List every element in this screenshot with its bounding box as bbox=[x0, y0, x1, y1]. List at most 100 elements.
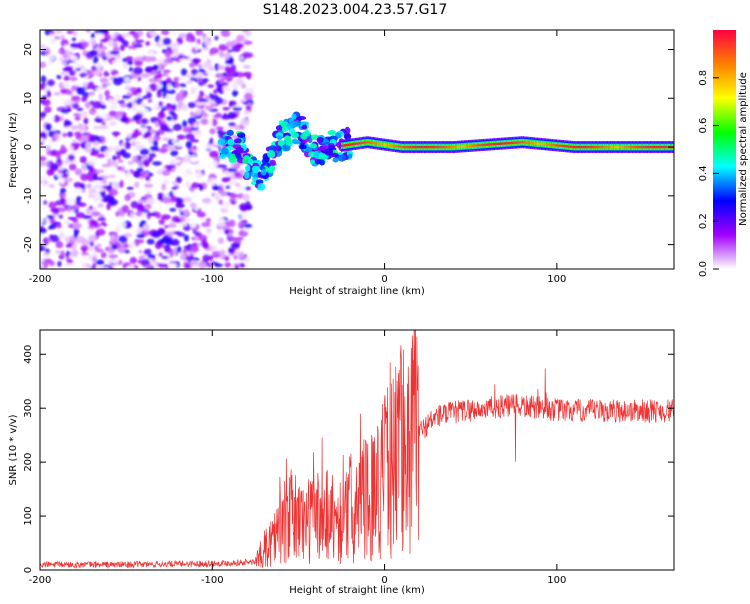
heat-cell-687 bbox=[73, 232, 79, 239]
snr-y-tick-label-1: 100 bbox=[23, 507, 34, 526]
heat-cell-1732 bbox=[277, 135, 283, 141]
heat-cell-2519 bbox=[549, 143, 551, 146]
heat-cell-2544 bbox=[556, 144, 558, 147]
heat-cell-1056 bbox=[189, 157, 199, 164]
heat-cell-1258 bbox=[93, 77, 100, 84]
heat-cell-496 bbox=[110, 174, 116, 179]
heat-cell-1959 bbox=[394, 144, 397, 148]
heat-cell-2809 bbox=[629, 145, 631, 149]
heat-cell-145 bbox=[167, 176, 176, 181]
spectrogram-x-tick-label-3: 100 bbox=[547, 274, 566, 285]
heat-cell-2104 bbox=[434, 145, 437, 149]
heat-cell-810 bbox=[60, 34, 65, 41]
heat-cell-1498 bbox=[103, 194, 113, 203]
heat-cell-2919 bbox=[659, 145, 661, 149]
heat-cell-2769 bbox=[618, 145, 620, 149]
heat-cell-277 bbox=[40, 141, 44, 146]
heat-cell-2079 bbox=[427, 145, 430, 149]
heat-cell-1405 bbox=[109, 234, 116, 242]
heat-cell-398 bbox=[68, 69, 77, 76]
heat-cell-2144 bbox=[445, 145, 448, 149]
heat-cell-710 bbox=[142, 95, 148, 100]
heat-cell-1419 bbox=[143, 160, 150, 167]
heat-cell-1180 bbox=[126, 101, 133, 109]
heat-cell-1969 bbox=[397, 145, 399, 148]
spectrogram-y-tick-label-3: 10 bbox=[23, 92, 34, 105]
heat-cell-664 bbox=[99, 228, 105, 235]
heat-cell-1304 bbox=[228, 122, 236, 127]
heat-cell-187 bbox=[180, 191, 190, 199]
heat-cell-1692 bbox=[309, 143, 318, 149]
heat-cell-1469 bbox=[183, 208, 190, 217]
heat-cell-965 bbox=[97, 86, 107, 90]
heat-cell-2289 bbox=[485, 143, 488, 146]
heat-cell-1459 bbox=[230, 64, 237, 73]
heat-cell-1479 bbox=[81, 239, 90, 246]
heat-cell-2819 bbox=[631, 145, 634, 149]
heat-cell-1025 bbox=[74, 131, 82, 137]
heat-cell-1173 bbox=[227, 253, 232, 257]
heat-cell-1079 bbox=[214, 195, 221, 201]
heat-cell-747 bbox=[40, 111, 47, 118]
heat-cell-1147 bbox=[233, 193, 242, 200]
heat-cell-1158 bbox=[124, 76, 131, 84]
heat-cell-1161 bbox=[207, 118, 213, 127]
heat-cell-1904 bbox=[379, 142, 381, 146]
heat-cell-2044 bbox=[418, 145, 420, 149]
heat-cell-682 bbox=[62, 112, 71, 119]
heat-cell-1074 bbox=[126, 169, 131, 178]
heat-cell-1409 bbox=[63, 44, 68, 51]
heat-cell-2319 bbox=[493, 142, 496, 146]
heat-cell-2849 bbox=[640, 145, 642, 149]
heat-cell-1199 bbox=[91, 255, 98, 263]
heat-cell-2824 bbox=[633, 145, 635, 149]
heat-cell-1190 bbox=[230, 113, 236, 119]
heat-cell-383 bbox=[235, 78, 245, 86]
heat-cell-1075 bbox=[189, 62, 195, 68]
heat-cell-364 bbox=[117, 99, 126, 105]
heat-cell-2299 bbox=[488, 143, 490, 146]
heat-cell-329 bbox=[193, 86, 201, 90]
heat-cell-1362 bbox=[56, 150, 66, 155]
heat-cell-1270 bbox=[83, 134, 90, 142]
heat-cell-830 bbox=[205, 144, 214, 150]
heat-cell-2224 bbox=[467, 144, 470, 148]
heat-cell-1086 bbox=[227, 235, 235, 242]
heat-cell-1311 bbox=[89, 49, 99, 56]
heat-cell-1394 bbox=[175, 178, 182, 182]
heat-cell-1163 bbox=[134, 113, 143, 120]
heat-cell-984 bbox=[239, 118, 250, 126]
heat-cell-912 bbox=[161, 72, 169, 77]
heat-cell-402 bbox=[244, 52, 254, 58]
heat-cell-11 bbox=[79, 156, 87, 164]
snr-x-axis: -200 -100 0 100 bbox=[29, 330, 566, 586]
heat-cell-948 bbox=[69, 76, 78, 82]
heat-cell-587 bbox=[230, 265, 236, 269]
spectrogram-carrier-band bbox=[340, 136, 674, 154]
snr-y-tick-label-3: 300 bbox=[23, 399, 34, 418]
heat-cell-1250 bbox=[95, 32, 105, 38]
heat-cell-556 bbox=[209, 128, 216, 135]
heat-cell-970 bbox=[80, 183, 86, 190]
heat-cell-2624 bbox=[578, 145, 580, 149]
heat-cell-1756 bbox=[328, 145, 336, 150]
heat-cell-1272 bbox=[205, 69, 215, 75]
heat-cell-448 bbox=[87, 173, 95, 182]
heat-cell-1085 bbox=[161, 183, 166, 191]
heat-cell-642 bbox=[179, 89, 185, 94]
heat-cell-1784 bbox=[346, 143, 348, 147]
spectrogram-noise bbox=[40, 30, 255, 269]
heat-cell-2644 bbox=[583, 145, 585, 149]
heat-cell-2684 bbox=[594, 145, 596, 149]
heat-cell-140 bbox=[48, 201, 57, 209]
heat-cell-1314 bbox=[99, 104, 107, 109]
heat-cell-1256 bbox=[154, 121, 159, 128]
heat-cell-2059 bbox=[422, 145, 424, 149]
heat-cell-1964 bbox=[396, 145, 398, 148]
heat-cell-2539 bbox=[554, 144, 556, 147]
heat-cell-1700 bbox=[230, 153, 236, 161]
heat-cell-1466 bbox=[185, 133, 196, 140]
heat-cell-1714 bbox=[244, 164, 251, 172]
heat-cell-2779 bbox=[620, 145, 623, 149]
heat-cell-831 bbox=[239, 55, 244, 61]
